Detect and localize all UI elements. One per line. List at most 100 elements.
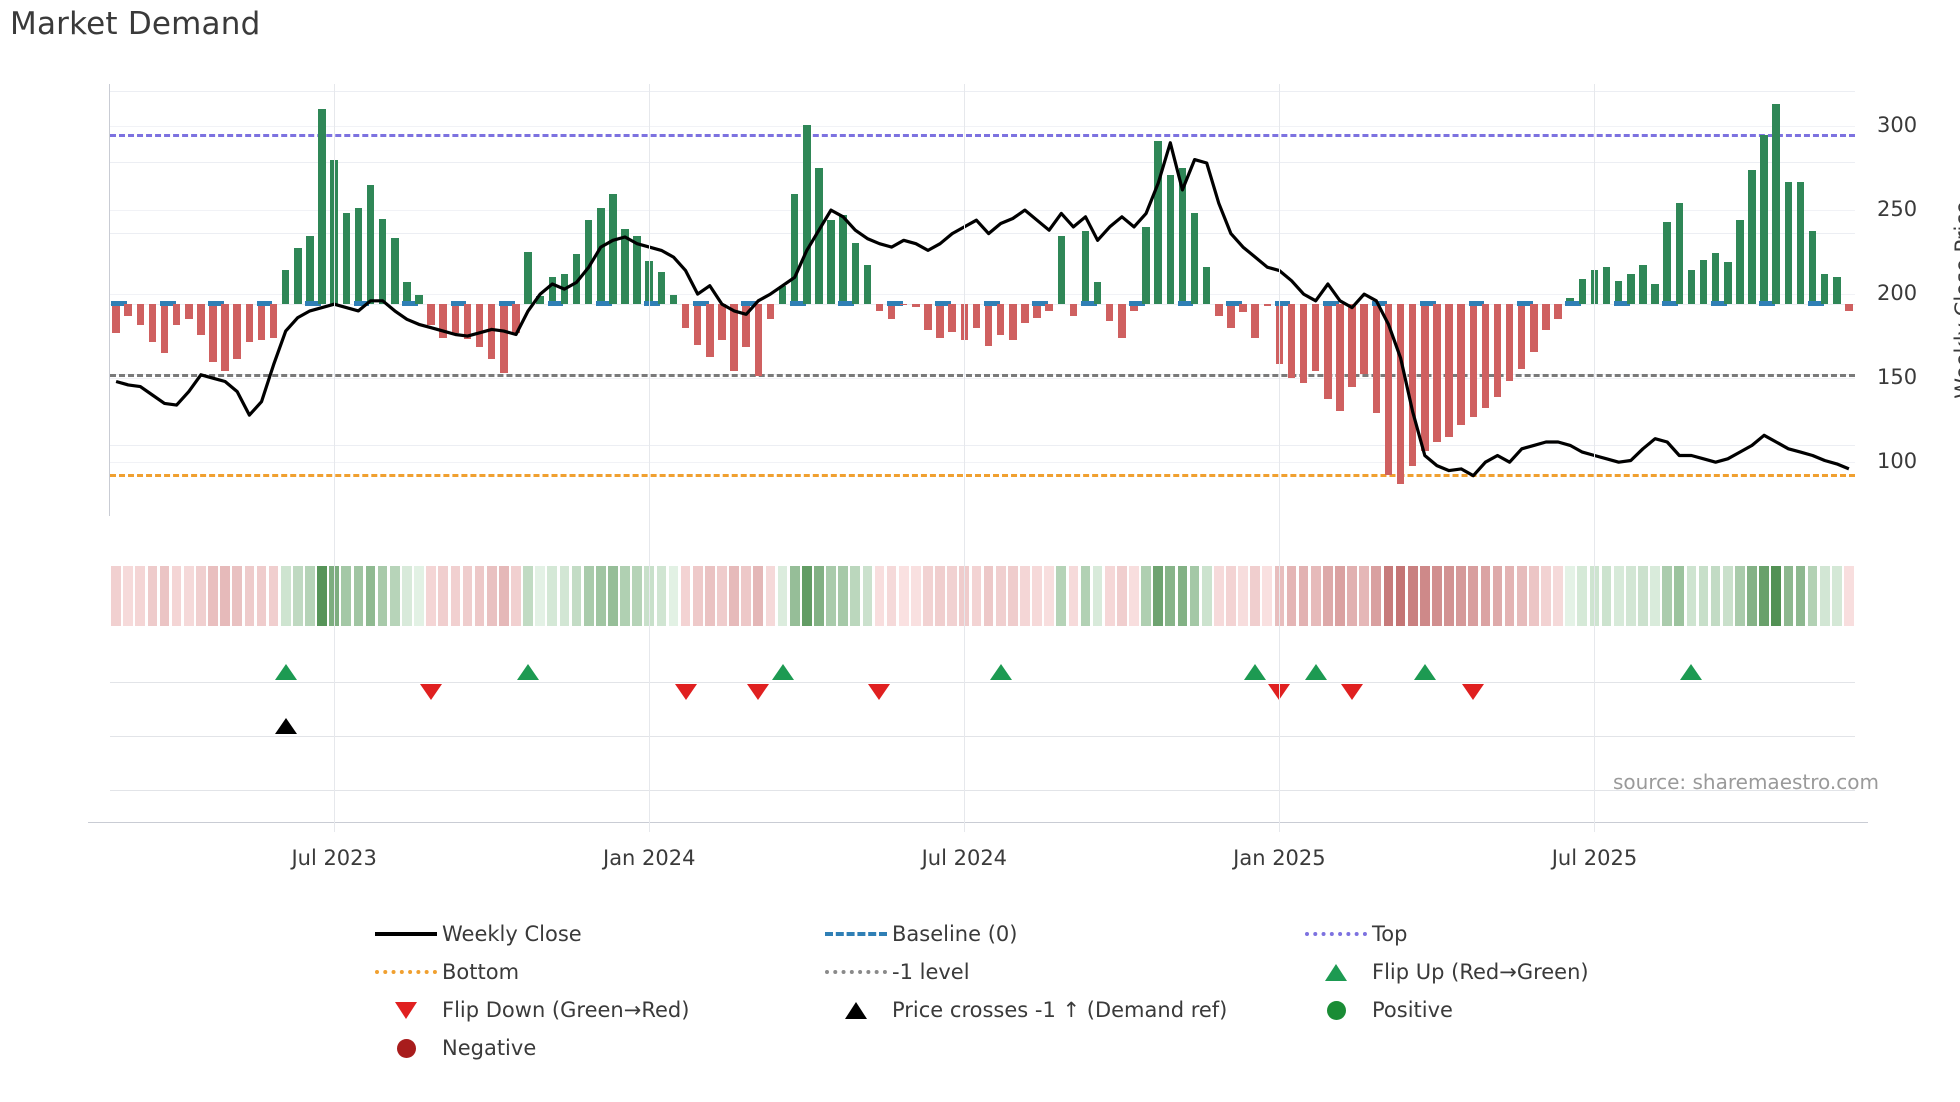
demand-bar[interactable]: [1602, 266, 1611, 304]
demand-bar[interactable]: [1299, 303, 1308, 383]
demand-bar[interactable]: [839, 215, 847, 304]
flip-up-marker[interactable]: [989, 664, 1012, 680]
demand-bar[interactable]: [475, 303, 484, 348]
demand-bar[interactable]: [1396, 303, 1405, 485]
demand-bar[interactable]: [645, 261, 653, 304]
demand-bar[interactable]: [693, 303, 702, 345]
demand-bar[interactable]: [1505, 303, 1514, 382]
demand-bar[interactable]: [354, 207, 363, 304]
legend-item[interactable]: Baseline (0): [820, 915, 1300, 953]
demand-bar[interactable]: [1469, 303, 1478, 417]
demand-bar[interactable]: [1384, 303, 1393, 475]
demand-bar[interactable]: [1711, 252, 1720, 304]
legend-item[interactable]: Top: [1300, 915, 1720, 953]
flip-up-marker[interactable]: [1244, 664, 1267, 680]
demand-bar[interactable]: [572, 253, 581, 304]
demand-bar[interactable]: [778, 285, 787, 304]
demand-bar[interactable]: [1263, 303, 1272, 307]
demand-bar[interactable]: [706, 303, 714, 357]
demand-bar[interactable]: [936, 303, 944, 338]
demand-bar[interactable]: [257, 303, 266, 341]
demand-bar[interactable]: [209, 303, 217, 362]
flip-up-marker[interactable]: [274, 664, 297, 680]
demand-bar[interactable]: [1045, 303, 1053, 311]
price-cross-marker[interactable]: [274, 718, 297, 734]
flip-up-marker[interactable]: [1680, 664, 1703, 680]
demand-bar[interactable]: [766, 303, 775, 320]
demand-bar[interactable]: [1699, 259, 1708, 304]
demand-bar[interactable]: [1554, 303, 1562, 320]
demand-bar[interactable]: [754, 303, 763, 376]
flip-up-marker[interactable]: [771, 664, 794, 680]
demand-bar[interactable]: [669, 295, 678, 304]
demand-bar[interactable]: [1118, 303, 1126, 338]
legend-item[interactable]: Flip Up (Red→Green): [1300, 953, 1720, 991]
demand-bar[interactable]: [487, 303, 496, 359]
demand-bar[interactable]: [815, 167, 823, 304]
demand-bar[interactable]: [730, 303, 738, 371]
demand-bar[interactable]: [912, 303, 920, 308]
demand-bar[interactable]: [281, 269, 290, 304]
demand-bar[interactable]: [1227, 303, 1235, 329]
demand-bar[interactable]: [1578, 278, 1587, 304]
demand-bar[interactable]: [318, 109, 326, 304]
demand-bar[interactable]: [245, 303, 254, 343]
legend-item[interactable]: -1 level: [820, 953, 1300, 991]
legend-item[interactable]: Flip Down (Green→Red): [370, 991, 820, 1029]
demand-bar[interactable]: [863, 264, 872, 304]
demand-bar[interactable]: [996, 303, 1005, 336]
demand-bar[interactable]: [1360, 303, 1368, 375]
demand-bar[interactable]: [621, 229, 629, 304]
demand-bar[interactable]: [1408, 303, 1417, 467]
flip-down-marker[interactable]: [747, 684, 770, 700]
demand-bar[interactable]: [221, 303, 229, 371]
demand-bar[interactable]: [1202, 266, 1211, 304]
demand-bar[interactable]: [1845, 303, 1853, 311]
demand-bar[interactable]: [1215, 303, 1223, 317]
demand-bar[interactable]: [948, 303, 956, 332]
legend-item[interactable]: Positive: [1300, 991, 1720, 1029]
demand-bar[interactable]: [451, 303, 460, 334]
demand-bar[interactable]: [1614, 280, 1623, 304]
demand-bar[interactable]: [851, 243, 859, 304]
demand-bar[interactable]: [1736, 219, 1744, 304]
demand-bar[interactable]: [1663, 222, 1671, 304]
demand-bar[interactable]: [1336, 303, 1344, 412]
demand-bar[interactable]: [1178, 167, 1187, 304]
demand-bar[interactable]: [378, 218, 387, 304]
demand-bar[interactable]: [366, 185, 375, 304]
legend-item[interactable]: Negative: [370, 1029, 820, 1067]
demand-bar[interactable]: [524, 251, 532, 304]
demand-bar[interactable]: [512, 303, 520, 334]
demand-bar[interactable]: [548, 276, 557, 304]
demand-bar[interactable]: [827, 219, 835, 304]
demand-bar[interactable]: [1760, 134, 1768, 304]
demand-bar[interactable]: [427, 303, 435, 325]
demand-bar[interactable]: [924, 303, 932, 331]
demand-bar[interactable]: [1457, 303, 1465, 426]
legend-item[interactable]: Weekly Close: [370, 915, 820, 953]
flip-down-marker[interactable]: [1462, 684, 1485, 700]
demand-bar[interactable]: [1348, 303, 1356, 388]
demand-bar[interactable]: [403, 282, 411, 304]
demand-bar[interactable]: [415, 295, 423, 304]
demand-bar[interactable]: [1784, 181, 1793, 304]
demand-bar[interactable]: [1033, 303, 1041, 318]
demand-bar[interactable]: [681, 303, 690, 329]
demand-bar[interactable]: [185, 303, 193, 320]
flip-up-marker[interactable]: [517, 664, 540, 680]
demand-bar[interactable]: [112, 303, 120, 334]
demand-bar[interactable]: [1481, 303, 1490, 409]
legend-item[interactable]: Price crosses -1 ↑ (Demand ref): [820, 991, 1300, 1029]
demand-bar[interactable]: [972, 303, 981, 329]
demand-bar[interactable]: [1239, 303, 1247, 313]
demand-bar[interactable]: [1057, 236, 1065, 304]
flip-down-marker[interactable]: [420, 684, 443, 700]
demand-bar[interactable]: [1009, 303, 1017, 341]
demand-bar[interactable]: [1687, 269, 1696, 304]
demand-bar[interactable]: [984, 303, 993, 347]
demand-bar[interactable]: [1142, 227, 1150, 304]
demand-bar[interactable]: [1530, 303, 1538, 352]
demand-bar[interactable]: [1275, 303, 1284, 364]
demand-bar[interactable]: [790, 193, 799, 304]
